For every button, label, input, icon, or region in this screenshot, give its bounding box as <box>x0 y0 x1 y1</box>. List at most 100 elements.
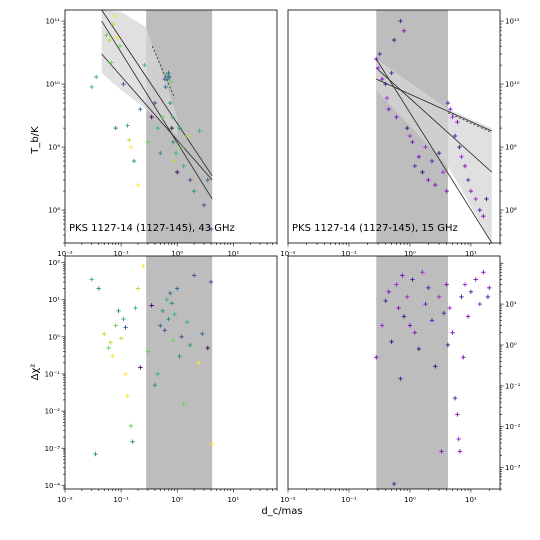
data-point <box>158 323 163 328</box>
y-tick-label: 10⁸ <box>48 207 60 215</box>
data-point <box>121 316 126 322</box>
x-tick-label: 10⁻¹ <box>341 496 357 504</box>
data-point <box>452 395 458 401</box>
data-point <box>179 334 184 340</box>
data-point <box>477 301 483 307</box>
data-point <box>394 114 399 120</box>
data-point <box>377 51 382 57</box>
y-axis-label-bottom: Δχ² <box>30 364 41 381</box>
data-point <box>433 364 438 369</box>
data-point <box>138 106 143 112</box>
data-point <box>107 37 112 43</box>
data-point <box>175 169 180 175</box>
data-point <box>429 318 435 323</box>
data-point <box>155 371 160 377</box>
data-point <box>386 106 391 112</box>
y-tick-label: 10⁻³ <box>45 445 61 453</box>
data-point <box>391 481 397 487</box>
data-point <box>158 150 163 156</box>
fit-line <box>101 20 213 200</box>
data-point <box>441 310 447 316</box>
data-point <box>389 70 394 76</box>
data-point <box>457 449 463 454</box>
panel-bl-plot-area <box>89 256 215 489</box>
data-point <box>383 81 388 87</box>
panel-tl-plot-area <box>89 10 214 243</box>
data-point <box>169 125 174 131</box>
data-point <box>197 128 202 134</box>
data-point <box>205 177 210 183</box>
data-point <box>477 207 483 213</box>
data-point <box>128 423 134 429</box>
data-point <box>200 331 205 337</box>
data-point <box>450 114 455 120</box>
data-point <box>465 177 471 183</box>
data-point <box>113 125 118 131</box>
x-tick-label: 10¹ <box>465 496 477 504</box>
data-point <box>175 286 180 291</box>
y-tick-label: 10⁻¹ <box>45 370 61 378</box>
data-point <box>163 84 168 90</box>
data-point <box>138 365 143 370</box>
x-tick-label: 10⁰ <box>171 496 183 504</box>
data-point <box>114 35 120 40</box>
data-point <box>116 308 121 314</box>
data-point <box>149 114 154 120</box>
data-point <box>130 439 135 444</box>
data-point <box>123 371 128 377</box>
data-point <box>196 360 201 365</box>
data-point <box>177 125 182 131</box>
data-point <box>440 169 446 175</box>
data-point <box>201 202 207 208</box>
data-point <box>118 336 124 341</box>
shaded-region <box>146 256 213 489</box>
y-tick-label: 10¹ <box>48 296 60 304</box>
data-point <box>123 325 128 330</box>
data-point <box>102 331 107 337</box>
data-point <box>410 139 415 145</box>
data-point <box>133 305 138 311</box>
data-point <box>410 277 415 282</box>
fit-line <box>375 67 493 173</box>
y-tick-label: 10⁸ <box>505 207 517 215</box>
data-point <box>179 144 184 150</box>
y-tick-label: 10¹⁰ <box>45 81 60 89</box>
x-tick-label: 10⁻¹ <box>341 250 357 258</box>
y-tick-label: 10¹¹ <box>45 18 60 26</box>
data-point <box>127 137 132 143</box>
panel-frame <box>287 255 501 490</box>
y-axis-label-top: T_b/K <box>30 126 41 155</box>
x-tick-label: 10⁻² <box>280 250 296 258</box>
data-point <box>452 133 458 139</box>
data-point <box>145 349 151 354</box>
data-point <box>401 28 407 34</box>
x-tick-label: 10⁰ <box>171 250 183 258</box>
y-tick-label: 10¹⁰ <box>505 81 520 89</box>
data-point <box>125 394 130 399</box>
data-point <box>145 139 151 145</box>
data-point <box>191 188 197 194</box>
data-point <box>384 95 390 101</box>
data-point <box>457 144 462 150</box>
data-point <box>473 196 478 202</box>
data-point <box>104 32 109 38</box>
panel-frame <box>64 9 278 244</box>
x-tick-label: 10⁻² <box>57 250 73 258</box>
data-point <box>172 312 177 317</box>
data-point <box>110 21 116 27</box>
y-tick-label: 10⁻³ <box>505 464 521 472</box>
data-point <box>375 65 381 71</box>
data-point <box>455 119 460 125</box>
data-point <box>89 84 94 90</box>
dashed-fit-line <box>447 112 492 133</box>
data-point <box>433 182 438 188</box>
data-point <box>465 314 471 319</box>
data-point <box>166 316 171 322</box>
data-point <box>149 303 154 308</box>
data-point <box>473 277 478 282</box>
data-point <box>94 74 99 80</box>
y-tick-label: 10⁰ <box>48 333 60 341</box>
data-point <box>462 282 468 287</box>
panel-frame <box>64 255 278 490</box>
data-point <box>459 154 464 160</box>
